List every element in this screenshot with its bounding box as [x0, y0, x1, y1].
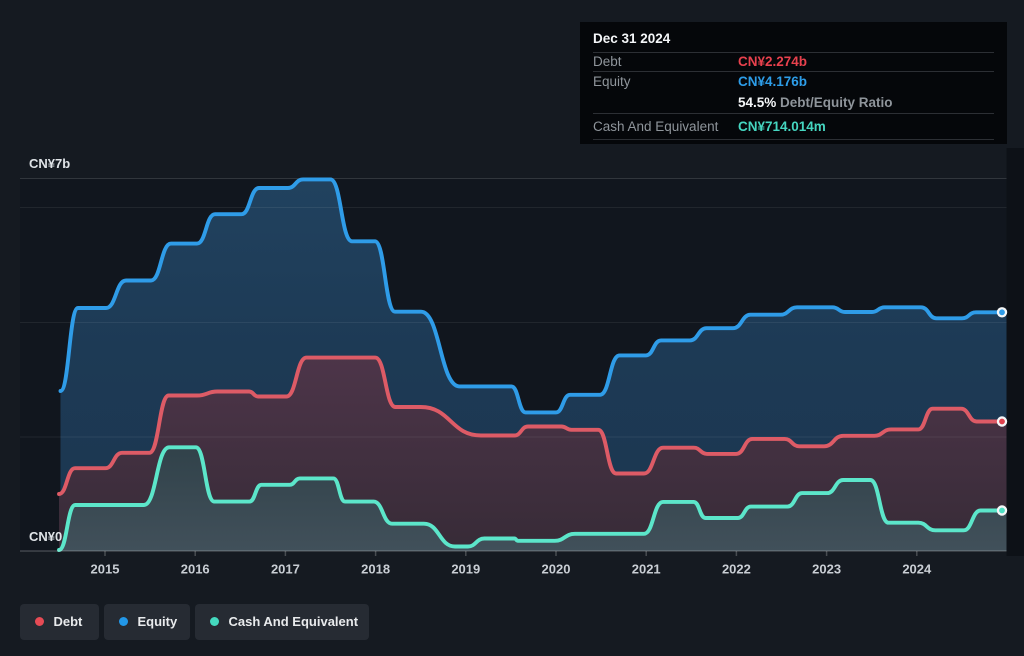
svg-text:2020: 2020 — [542, 562, 571, 577]
svg-text:2016: 2016 — [181, 562, 210, 577]
svg-text:2018: 2018 — [361, 562, 390, 577]
svg-text:2019: 2019 — [451, 562, 480, 577]
svg-text:2017: 2017 — [271, 562, 300, 577]
svg-text:2015: 2015 — [91, 562, 120, 577]
svg-text:2021: 2021 — [632, 562, 661, 577]
svg-text:2022: 2022 — [722, 562, 751, 577]
svg-text:CN¥7b: CN¥7b — [29, 156, 70, 171]
svg-text:CN¥0: CN¥0 — [29, 529, 62, 544]
svg-text:2023: 2023 — [812, 562, 841, 577]
svg-text:2024: 2024 — [902, 562, 932, 577]
